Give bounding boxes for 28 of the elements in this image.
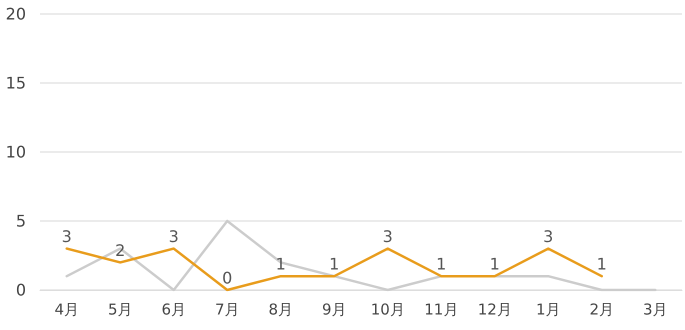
x-tick-label: 8月 xyxy=(268,300,294,318)
data-label: 3 xyxy=(62,227,72,246)
x-tick-label: 7月 xyxy=(214,300,240,318)
data-label: 1 xyxy=(490,254,500,274)
data-label: 3 xyxy=(543,227,554,246)
x-tick-label: 2月 xyxy=(589,300,614,318)
y-tick-label: 15 xyxy=(6,74,26,92)
x-tick-label: 3月 xyxy=(642,300,668,318)
x-tick-label: 10月 xyxy=(370,300,405,318)
y-tick-label: 20 xyxy=(6,4,26,24)
data-label: 2 xyxy=(115,240,126,260)
x-tick-label: 11月 xyxy=(424,300,458,318)
x-tick-label: 9月 xyxy=(322,300,347,318)
data-label: 3 xyxy=(168,227,179,246)
x-tick-label: 1月 xyxy=(536,300,561,318)
y-tick-label: 10 xyxy=(6,142,26,162)
data-label: 1 xyxy=(276,254,286,274)
y-tick-label: 5 xyxy=(16,212,26,230)
x-tick-label: 12月 xyxy=(478,300,512,318)
data-label: 1 xyxy=(436,254,446,274)
y-tick-label: 0 xyxy=(16,280,26,300)
x-tick-label: 5月 xyxy=(108,300,133,318)
x-tick-label: 6月 xyxy=(161,300,186,318)
x-tick-label: 4月 xyxy=(54,300,80,318)
data-label: 1 xyxy=(596,254,607,274)
data-label: 1 xyxy=(329,254,340,274)
data-label: 0 xyxy=(222,268,232,288)
data-label: 3 xyxy=(382,227,393,246)
